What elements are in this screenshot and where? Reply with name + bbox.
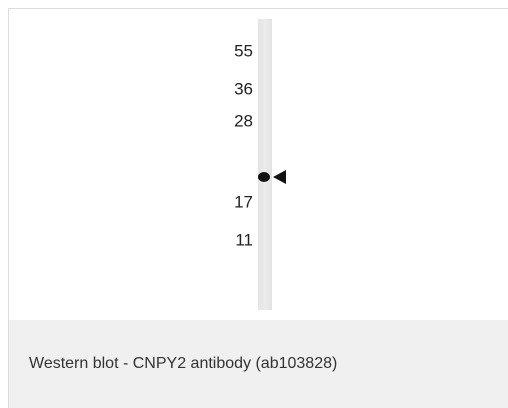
marker-label: 36 [234, 79, 253, 98]
band-arrow [273, 170, 286, 184]
marker-label: 28 [234, 111, 253, 130]
caption: Western blot - CNPY2 antibody (ab103828) [29, 355, 337, 373]
page: 55 36 28 17 11 Western blot - CNPY2 anti… [0, 0, 508, 408]
blot-lane [258, 19, 272, 310]
marker-label: 11 [235, 230, 253, 249]
caption-area: Western blot - CNPY2 antibody (ab103828) [9, 320, 508, 408]
blot-image: 55 36 28 17 11 [9, 9, 508, 320]
band [258, 172, 270, 182]
marker-label: 17 [234, 192, 253, 211]
marker-label: 55 [234, 41, 253, 60]
